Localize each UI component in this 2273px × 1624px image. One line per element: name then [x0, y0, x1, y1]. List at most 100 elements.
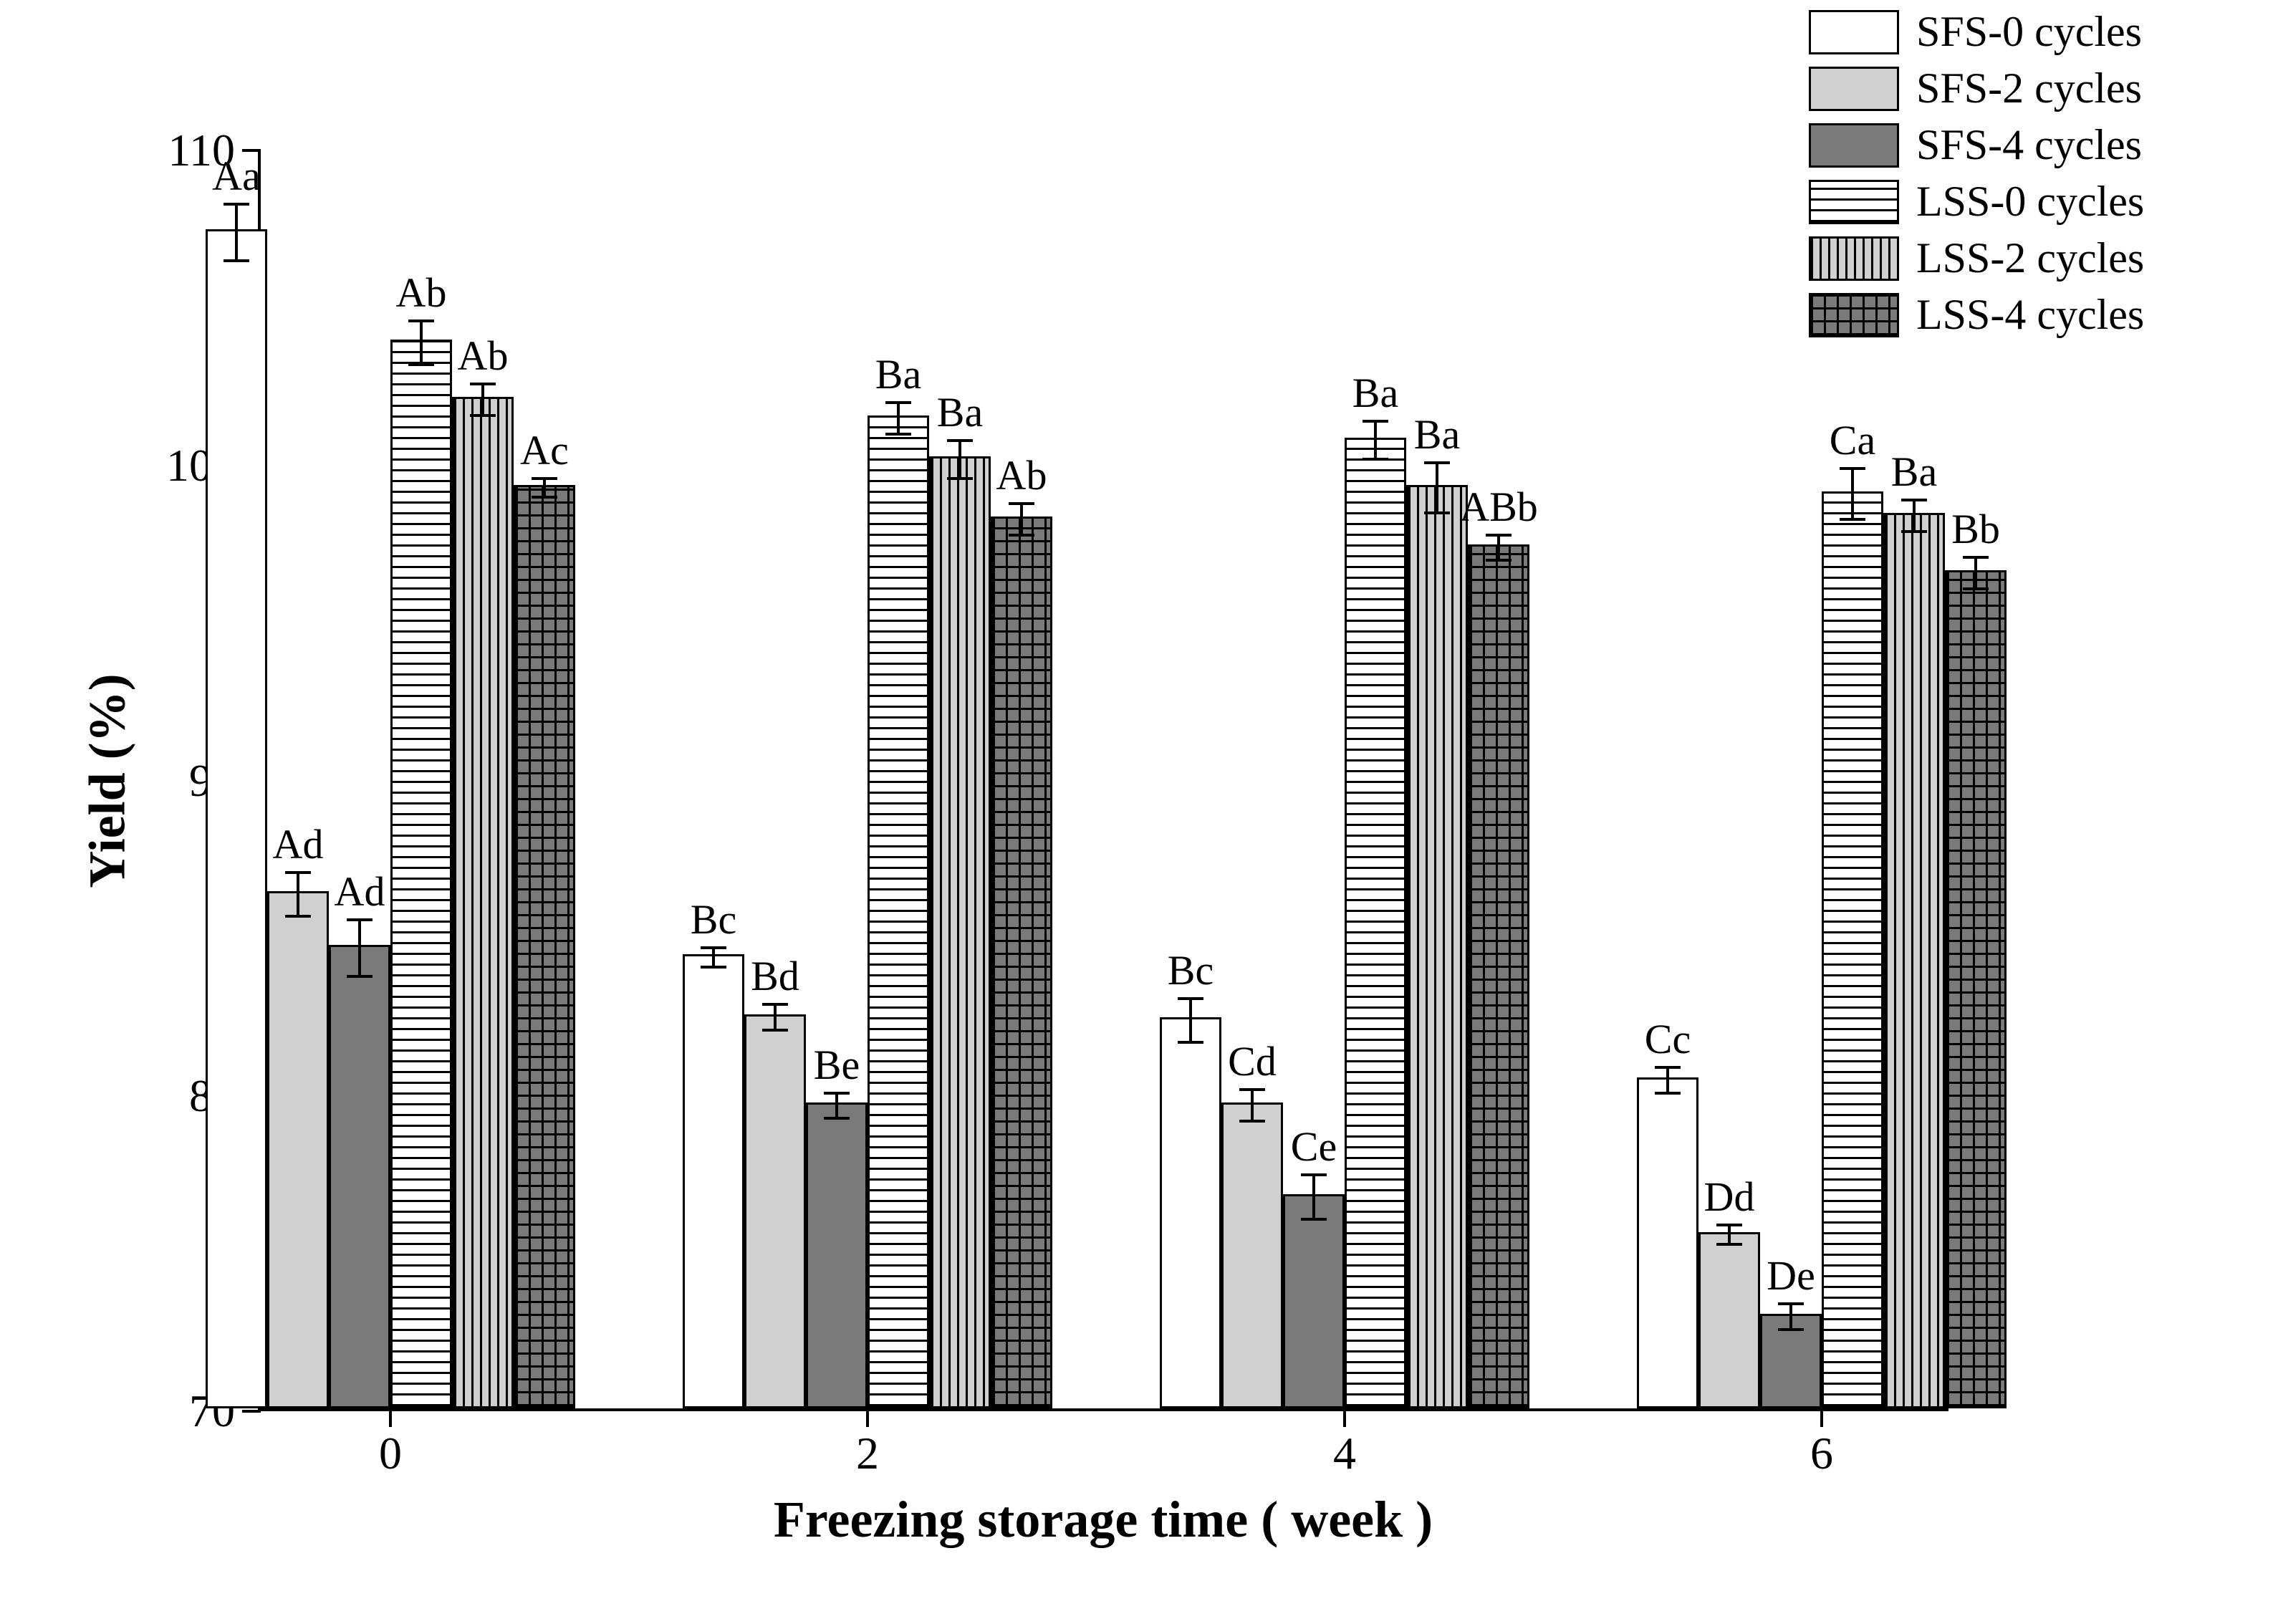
bar-SFS-2: [267, 891, 329, 1408]
x-tick-label: 6: [1810, 1427, 1833, 1480]
bar-sig-label: Bc: [691, 895, 736, 943]
errorbar-cap: [947, 439, 973, 442]
errorbar-stem: [774, 1004, 777, 1029]
errorbar-cap: [1963, 587, 1989, 590]
y-axis-label: Yield (%): [78, 673, 138, 888]
errorbar-stem: [297, 873, 299, 917]
errorbar-cap: [1009, 502, 1034, 505]
errorbar-cap: [947, 477, 973, 480]
legend-item: LSS-0 cycles: [1809, 177, 2144, 226]
x-tick-label: 2: [856, 1427, 879, 1480]
bar-sig-label: Bc: [1168, 946, 1214, 994]
bar-sig-label: Ad: [335, 868, 385, 916]
bar-LSS-4: [514, 485, 575, 1408]
errorbar-cap: [1716, 1243, 1742, 1246]
legend-item: SFS-0 cycles: [1809, 7, 2144, 57]
bar-LSS-4: [1468, 544, 1529, 1408]
bar-sig-label: Ac: [520, 426, 569, 474]
legend-item: LSS-2 cycles: [1809, 234, 2144, 283]
errorbar-stem: [1497, 535, 1500, 560]
bar-sig-label: Cc: [1645, 1015, 1691, 1063]
x-tick-label: 4: [1333, 1427, 1356, 1480]
plot-area: 7080901001100AaAdAdAbAbAc2BcBdBeBaBaAb4B…: [258, 150, 1948, 1411]
errorbar-cap: [701, 966, 726, 969]
page: Yield (%) 7080901001100AaAdAdAbAbAc2BcBd…: [0, 0, 2273, 1624]
x-tick: [389, 1408, 392, 1427]
bar-sig-label: Cd: [1228, 1037, 1277, 1085]
legend-swatch: [1809, 293, 1899, 337]
bar-LSS-2: [452, 397, 514, 1408]
bar-SFS-2: [1221, 1102, 1283, 1408]
errorbar-cap: [1178, 997, 1203, 1000]
bar-LSS-2: [1406, 485, 1468, 1408]
errorbar-cap: [1840, 467, 1865, 470]
bar-sig-label: Aa: [212, 152, 261, 200]
errorbar-cap: [1301, 1173, 1327, 1176]
bar-SFS-0: [206, 229, 267, 1408]
errorbar-cap: [1655, 1092, 1681, 1095]
errorbar-cap: [701, 946, 726, 949]
bar-sig-label: Ab: [458, 332, 509, 380]
bar-SFS-4: [329, 945, 390, 1408]
bar-SFS-4: [1283, 1194, 1345, 1408]
errorbar-stem: [235, 204, 238, 261]
errorbar-cap: [532, 477, 557, 480]
x-axis-label: Freezing storage time ( week ): [774, 1490, 1433, 1549]
errorbar-cap: [824, 1092, 850, 1095]
errorbar-cap: [408, 319, 434, 322]
errorbar-stem: [543, 479, 546, 497]
errorbar-cap: [347, 975, 373, 978]
errorbar-cap: [470, 414, 496, 417]
x-tick: [866, 1408, 869, 1427]
errorbar-cap: [1009, 534, 1034, 537]
legend-item: SFS-2 cycles: [1809, 64, 2144, 113]
bar-LSS-4: [1945, 570, 2007, 1408]
bar-sig-label: Ba: [937, 388, 983, 436]
bar-LSS-0: [1345, 438, 1406, 1408]
errorbar-cap: [1486, 559, 1512, 562]
bar-LSS-2: [1883, 513, 1945, 1408]
errorbar-cap: [1178, 1041, 1203, 1044]
bar-LSS-0: [1822, 491, 1883, 1408]
legend-item: LSS-4 cycles: [1809, 290, 2144, 340]
errorbar-cap: [224, 203, 249, 206]
errorbar-stem: [1666, 1067, 1669, 1092]
bar-sig-label: Ba: [875, 350, 921, 398]
errorbar-cap: [1655, 1066, 1681, 1069]
errorbar-cap: [1840, 518, 1865, 521]
legend-swatch: [1809, 180, 1899, 224]
errorbar-cap: [885, 401, 911, 404]
errorbar-cap: [1301, 1218, 1327, 1221]
bar-sig-label: Ca: [1830, 416, 1875, 464]
errorbar-cap: [1239, 1120, 1265, 1123]
bar-sig-label: Ce: [1291, 1123, 1337, 1171]
errorbar-stem: [1789, 1304, 1792, 1329]
bar-sig-label: Be: [814, 1041, 860, 1089]
legend-label: SFS-2 cycles: [1916, 64, 2142, 113]
bar-sig-label: Ab: [996, 451, 1047, 499]
bar-SFS-0: [683, 954, 744, 1408]
y-tick: [242, 1410, 261, 1413]
errorbar-stem: [1251, 1090, 1254, 1121]
errorbar-cap: [1486, 534, 1512, 537]
errorbar-cap: [1363, 420, 1388, 423]
errorbar-cap: [470, 383, 496, 385]
errorbar-cap: [224, 259, 249, 262]
errorbar-cap: [885, 433, 911, 436]
errorbar-stem: [712, 948, 715, 966]
bar-sig-label: Ba: [1414, 410, 1460, 458]
legend-swatch: [1809, 236, 1899, 281]
errorbar-stem: [358, 920, 361, 976]
legend-swatch: [1809, 123, 1899, 168]
errorbar-cap: [1778, 1302, 1804, 1305]
errorbar-stem: [1974, 557, 1977, 589]
bar-sig-label: ABb: [1459, 483, 1538, 531]
x-tick-label: 0: [379, 1427, 402, 1480]
bar-sig-label: Dd: [1704, 1173, 1755, 1221]
bar-sig-label: De: [1767, 1251, 1815, 1299]
bar-SFS-4: [806, 1102, 868, 1408]
bar-sig-label: Ba: [1891, 448, 1937, 496]
errorbar-stem: [1020, 504, 1023, 535]
bar-SFS-2: [1698, 1232, 1760, 1408]
bar-SFS-2: [744, 1014, 806, 1408]
